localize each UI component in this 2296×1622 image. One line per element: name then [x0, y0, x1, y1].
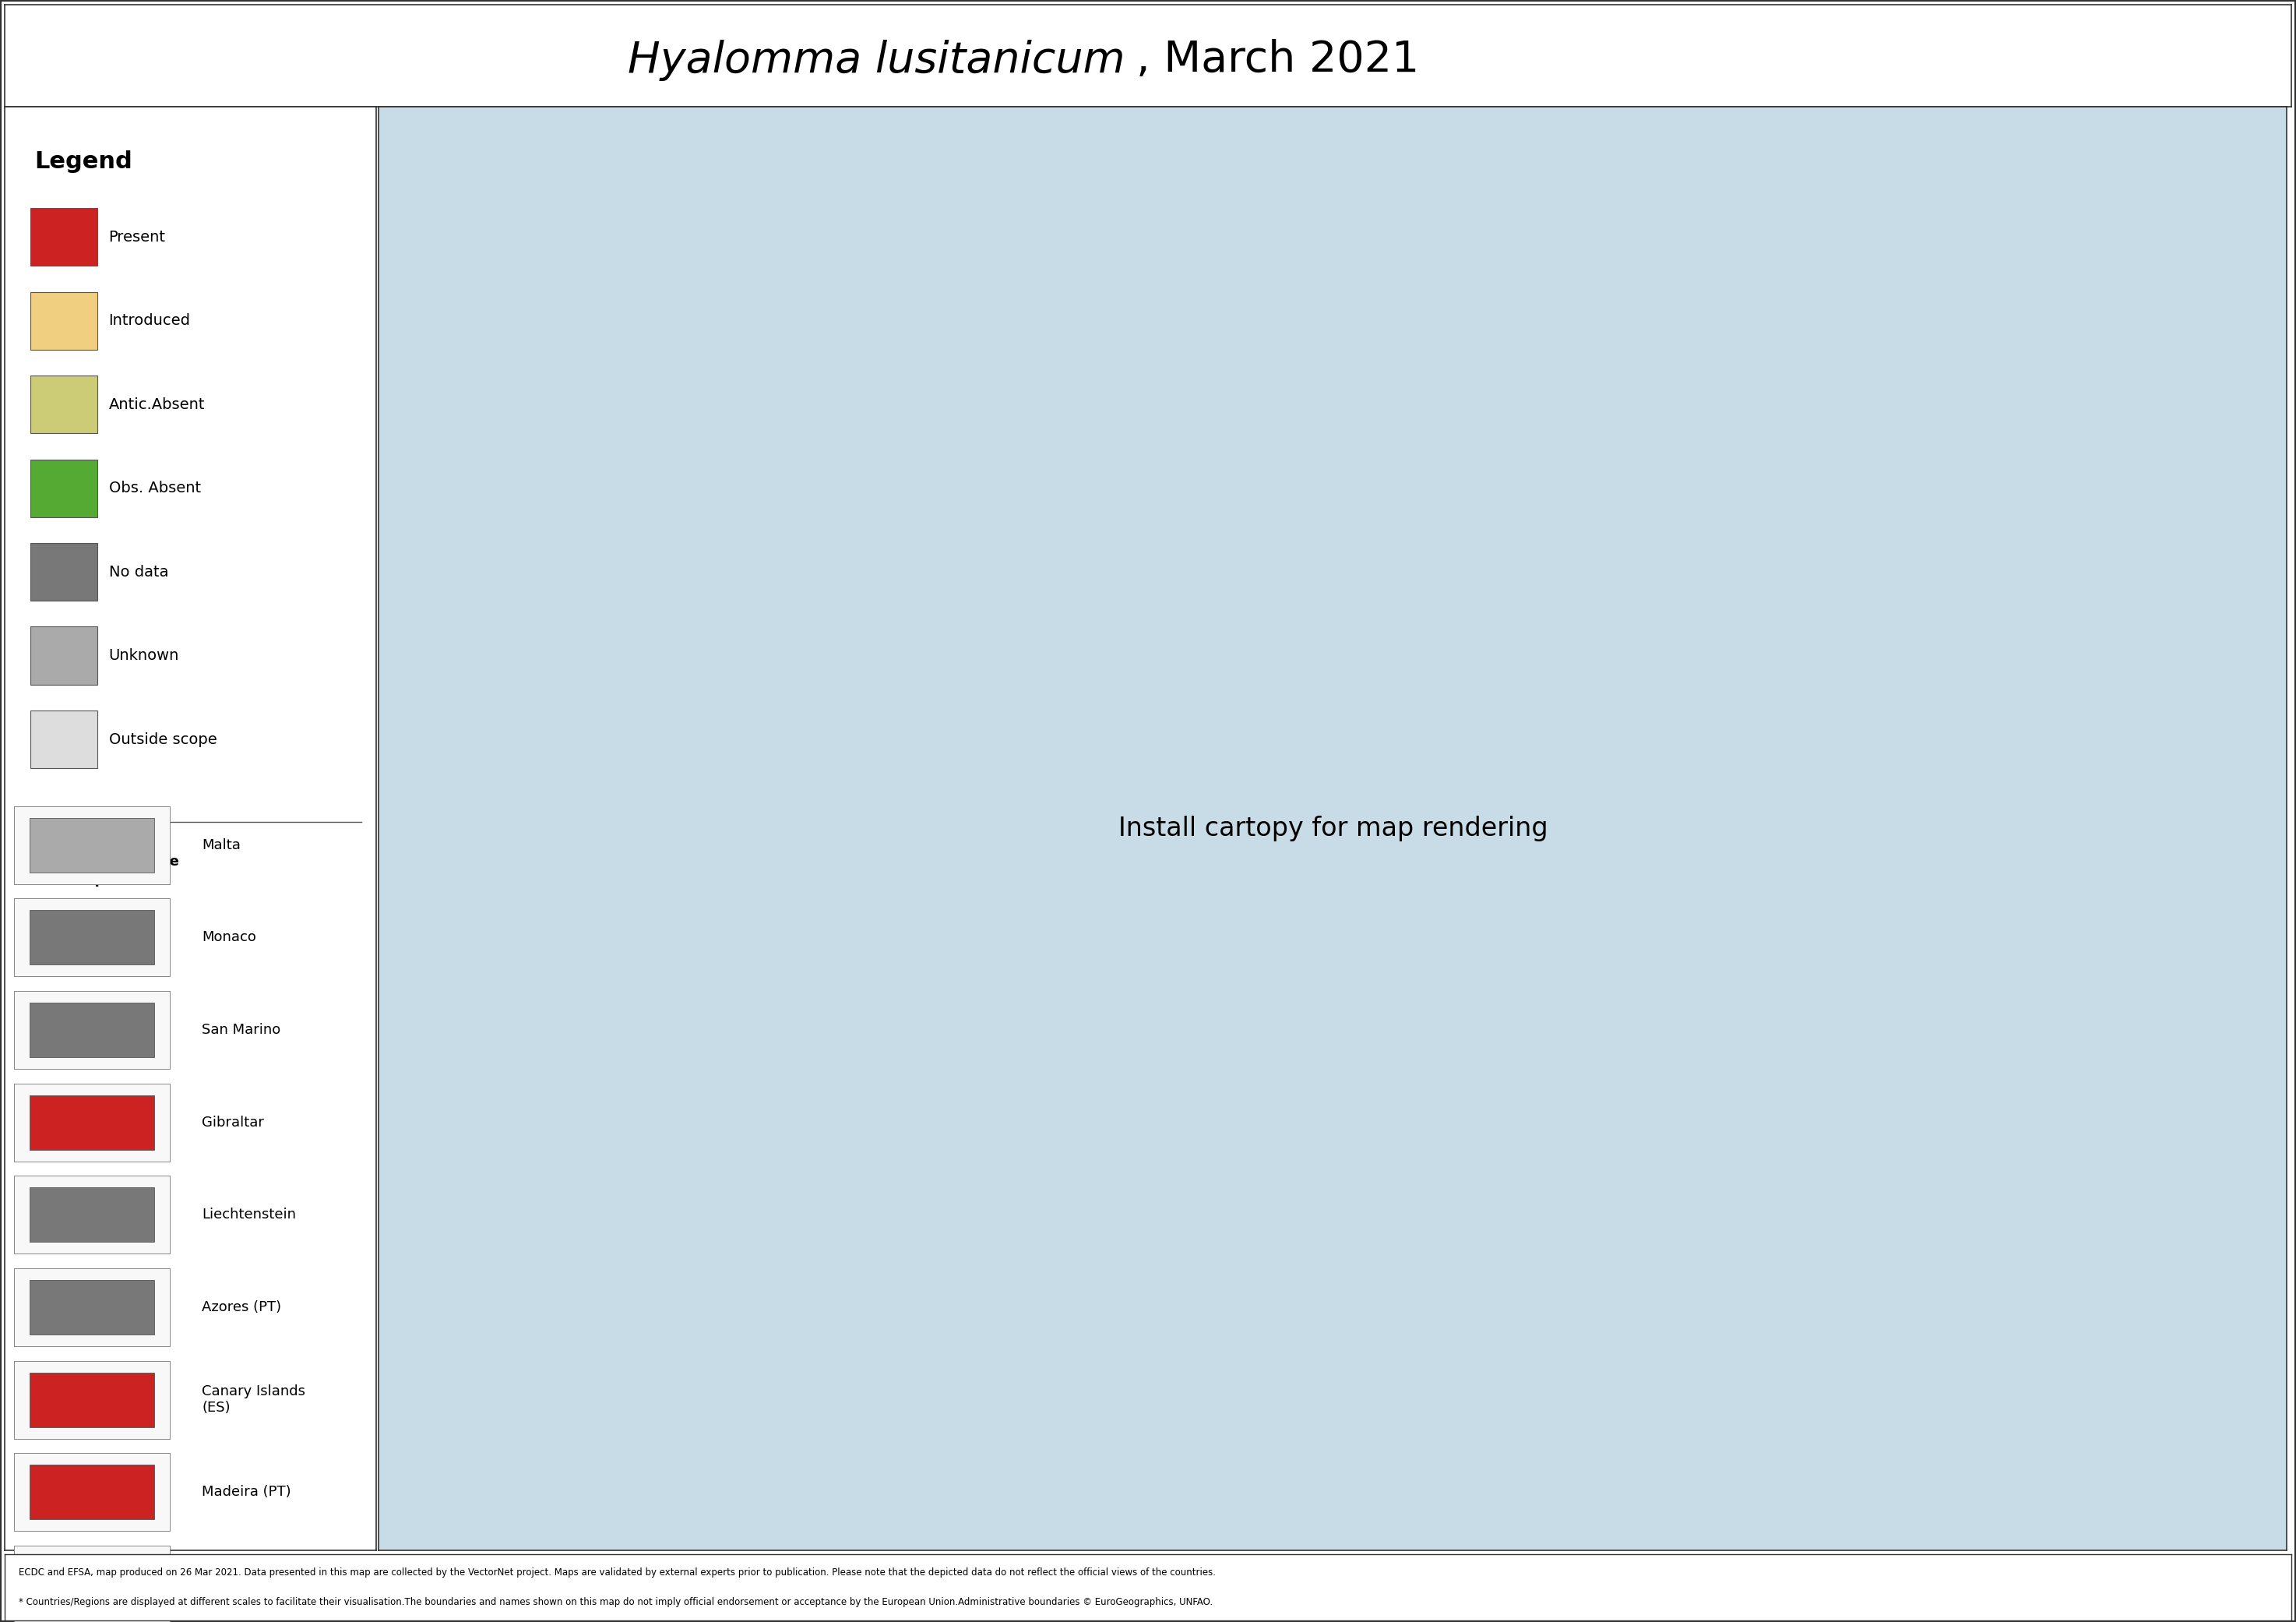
Text: Monaco: Monaco	[202, 931, 257, 944]
FancyBboxPatch shape	[30, 817, 154, 873]
Text: Introduced: Introduced	[108, 313, 191, 328]
FancyBboxPatch shape	[30, 710, 96, 769]
Text: Antic.Absent: Antic.Absent	[108, 397, 204, 412]
Text: Outside scope: Outside scope	[108, 732, 216, 746]
Text: Legend: Legend	[34, 151, 133, 174]
Text: Madeira (PT): Madeira (PT)	[202, 1486, 292, 1499]
FancyBboxPatch shape	[30, 208, 96, 266]
Text: Hyalomma lusitanicum: Hyalomma lusitanicum	[627, 39, 1125, 81]
FancyBboxPatch shape	[30, 459, 96, 517]
FancyBboxPatch shape	[30, 543, 96, 600]
Text: , March 2021: , March 2021	[1137, 39, 1419, 81]
FancyBboxPatch shape	[30, 1187, 154, 1242]
FancyBboxPatch shape	[30, 1280, 154, 1335]
Text: Present: Present	[108, 230, 165, 245]
FancyBboxPatch shape	[30, 1095, 154, 1150]
Text: Azores (PT): Azores (PT)	[202, 1301, 282, 1314]
FancyBboxPatch shape	[30, 1002, 154, 1058]
Text: Malta: Malta	[202, 839, 241, 852]
Text: Jan Mayen (NO): Jan Mayen (NO)	[202, 1578, 312, 1591]
Text: * Countries/Regions are displayed at different scales to facilitate their visual: * Countries/Regions are displayed at dif…	[18, 1596, 1212, 1607]
FancyBboxPatch shape	[30, 626, 96, 684]
Text: Gibraltar: Gibraltar	[202, 1116, 264, 1129]
Text: ECDC and EFSA, map produced on 26 Mar 2021. Data presented in this map are colle: ECDC and EFSA, map produced on 26 Mar 20…	[18, 1567, 1215, 1578]
Text: No data: No data	[108, 564, 168, 579]
Text: Countries/Regions
not viewable in the
main map extent*: Countries/Regions not viewable in the ma…	[28, 835, 179, 887]
FancyBboxPatch shape	[30, 1557, 154, 1612]
Text: Install cartopy for map rendering: Install cartopy for map rendering	[1118, 816, 1548, 842]
FancyBboxPatch shape	[30, 910, 154, 965]
Text: Liechtenstein: Liechtenstein	[202, 1208, 296, 1221]
Text: San Marino: San Marino	[202, 1023, 280, 1036]
FancyBboxPatch shape	[30, 376, 96, 433]
FancyBboxPatch shape	[30, 292, 96, 350]
Text: Unknown: Unknown	[108, 649, 179, 663]
Text: Obs. Absent: Obs. Absent	[108, 480, 200, 496]
Text: Canary Islands
(ES): Canary Islands (ES)	[202, 1385, 305, 1414]
FancyBboxPatch shape	[30, 1465, 154, 1520]
FancyBboxPatch shape	[30, 1372, 154, 1427]
